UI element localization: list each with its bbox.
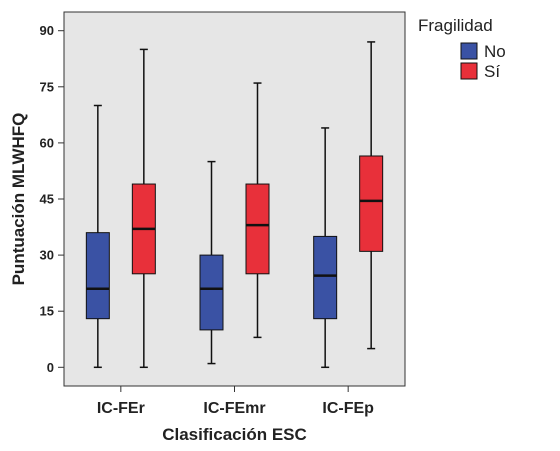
y-tick-label: 30 xyxy=(40,248,54,263)
box-body xyxy=(313,235,338,320)
legend-label-no: No xyxy=(484,42,506,61)
plot-area xyxy=(63,11,406,387)
box-sí-ic-fep xyxy=(359,41,384,350)
y-tick-label: 15 xyxy=(40,304,54,319)
box-no-ic-fer xyxy=(85,104,110,369)
x-axis-title: Clasificación ESC xyxy=(162,425,307,444)
y-tick-label: 60 xyxy=(40,135,54,150)
box-body xyxy=(245,183,270,275)
x-axis: IC-FEr IC-FEmr IC-FEp xyxy=(97,386,374,417)
box-body xyxy=(85,232,110,320)
box-body xyxy=(199,254,224,331)
y-tick-label: 75 xyxy=(40,79,54,94)
box-sí-ic-fer xyxy=(131,48,156,369)
y-axis-title: Puntuación MLWHFQ xyxy=(9,113,28,286)
box-sí-ic-femr xyxy=(245,82,270,339)
legend-swatch-no xyxy=(460,42,478,60)
y-axis: 0 15 30 45 60 75 90 xyxy=(40,23,64,375)
x-tick-label: IC-FEmr xyxy=(203,400,265,417)
box-series xyxy=(85,41,384,369)
y-tick-label: 0 xyxy=(47,360,54,375)
box-no-ic-fep xyxy=(313,127,338,369)
legend-label-sí: Sí xyxy=(484,62,500,81)
x-tick-label: IC-FEr xyxy=(97,400,145,417)
box-no-ic-femr xyxy=(199,160,224,365)
y-tick-label: 90 xyxy=(40,23,54,38)
legend-swatch-sí xyxy=(460,62,478,80)
x-tick-label: IC-FEp xyxy=(322,400,374,417)
box-body xyxy=(359,155,384,252)
y-tick-label: 45 xyxy=(40,192,54,207)
legend-title: Fragilidad xyxy=(418,16,493,35)
